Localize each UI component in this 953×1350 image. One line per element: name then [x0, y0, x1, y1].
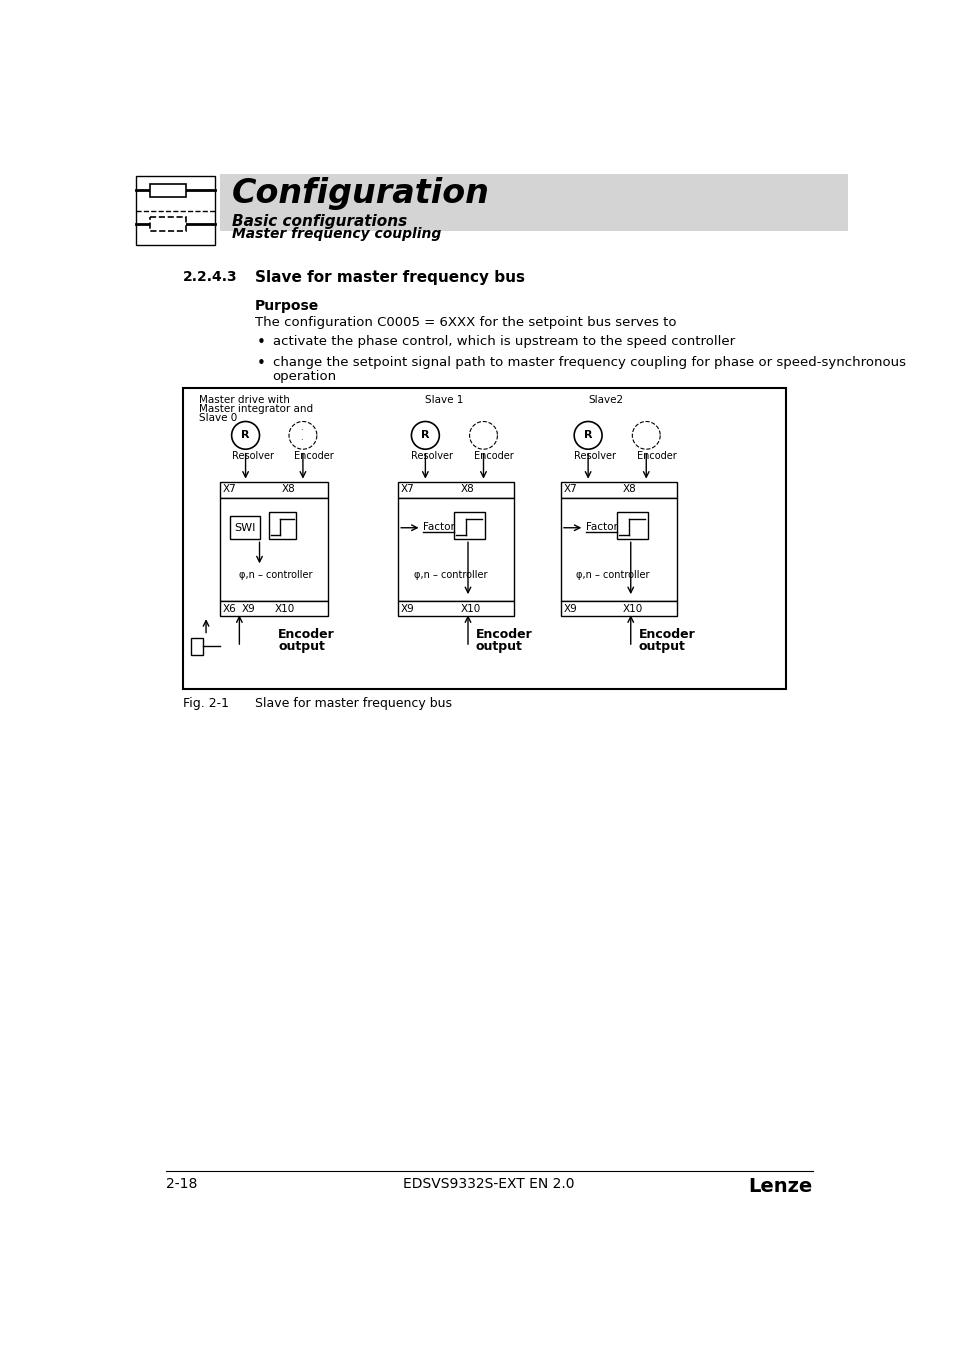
Text: •: •: [257, 356, 266, 371]
Text: φ,n – controller: φ,n – controller: [576, 570, 649, 580]
Text: R: R: [241, 431, 250, 440]
Bar: [269, 513, 295, 539]
Text: Encoder: Encoder: [638, 628, 695, 641]
Bar: [192, 637, 203, 655]
Text: X9: X9: [241, 603, 255, 614]
Text: Basic configurations: Basic configurations: [232, 215, 406, 230]
Bar: [397, 601, 514, 617]
Text: X6: X6: [222, 603, 235, 614]
Text: X8: X8: [622, 483, 636, 494]
Text: R: R: [583, 431, 592, 440]
Text: 2-18: 2-18: [166, 1177, 197, 1191]
Text: φ,n – controller: φ,n – controller: [414, 570, 487, 580]
Text: Fig. 2-1: Fig. 2-1: [183, 697, 229, 710]
Bar: [150, 184, 186, 197]
Text: change the setpoint signal path to master frequency coupling for phase or speed-: change the setpoint signal path to maste…: [273, 356, 904, 369]
Text: R: R: [420, 431, 429, 440]
Bar: [230, 516, 259, 539]
Bar: [617, 513, 647, 539]
Bar: [220, 601, 328, 617]
Text: Factor: Factor: [422, 522, 455, 532]
Circle shape: [574, 421, 601, 450]
Circle shape: [232, 421, 259, 450]
Text: Resolver: Resolver: [411, 451, 453, 460]
Text: X7: X7: [222, 483, 235, 494]
Text: X8: X8: [459, 483, 474, 494]
Bar: [397, 482, 514, 498]
Text: φ,n – controller: φ,n – controller: [239, 570, 313, 580]
Bar: [220, 174, 847, 231]
Text: Encoder: Encoder: [278, 628, 335, 641]
Bar: [454, 513, 484, 539]
Text: Purpose: Purpose: [254, 300, 319, 313]
Bar: [220, 482, 328, 498]
Text: X9: X9: [400, 603, 414, 614]
Circle shape: [289, 421, 316, 450]
Circle shape: [469, 421, 497, 450]
Bar: [150, 217, 186, 231]
Text: X10: X10: [459, 603, 480, 614]
Bar: [560, 498, 677, 601]
Text: ·
·: · ·: [300, 425, 302, 446]
Text: X7: X7: [562, 483, 577, 494]
Text: Encoder: Encoder: [476, 628, 532, 641]
Text: Factor: Factor: [585, 522, 617, 532]
Text: X9: X9: [562, 603, 577, 614]
Circle shape: [632, 421, 659, 450]
Text: X7: X7: [400, 483, 414, 494]
Text: activate the phase control, which is upstream to the speed controller: activate the phase control, which is ups…: [273, 335, 734, 348]
Text: SWI: SWI: [233, 522, 255, 533]
Text: EDSVS9332S-EXT EN 2.0: EDSVS9332S-EXT EN 2.0: [403, 1177, 574, 1191]
Bar: [220, 498, 328, 601]
Text: Slave for master frequency bus: Slave for master frequency bus: [254, 270, 524, 285]
Text: Slave2: Slave2: [587, 394, 622, 405]
Text: Resolver: Resolver: [232, 451, 274, 460]
Text: Master integrator and: Master integrator and: [199, 404, 313, 414]
Text: X10: X10: [622, 603, 642, 614]
Text: output: output: [638, 640, 684, 653]
Bar: [560, 601, 677, 617]
Text: The configuration C0005 = 6XXX for the setpoint bus serves to: The configuration C0005 = 6XXX for the s…: [254, 316, 676, 329]
Text: output: output: [476, 640, 522, 653]
Text: Configuration: Configuration: [232, 177, 489, 211]
Text: Master drive with: Master drive with: [199, 394, 290, 405]
Bar: [560, 482, 677, 498]
Text: Encoder: Encoder: [637, 451, 676, 460]
Text: •: •: [257, 335, 266, 350]
Text: Lenze: Lenze: [748, 1177, 812, 1196]
Text: Encoder: Encoder: [474, 451, 514, 460]
Bar: [183, 389, 785, 688]
Text: Resolver: Resolver: [574, 451, 616, 460]
Circle shape: [411, 421, 439, 450]
Text: Slave for master frequency bus: Slave for master frequency bus: [254, 697, 452, 710]
Text: Encoder: Encoder: [294, 451, 333, 460]
Text: X10: X10: [274, 603, 294, 614]
Text: Master frequency coupling: Master frequency coupling: [232, 227, 440, 242]
Bar: [136, 176, 215, 246]
Text: Slave 1: Slave 1: [425, 394, 463, 405]
Bar: [397, 498, 514, 601]
Text: output: output: [278, 640, 325, 653]
Text: X8: X8: [282, 483, 295, 494]
Text: operation: operation: [273, 370, 336, 383]
Text: Slave 0: Slave 0: [199, 413, 237, 423]
Text: 2.2.4.3: 2.2.4.3: [183, 270, 237, 284]
